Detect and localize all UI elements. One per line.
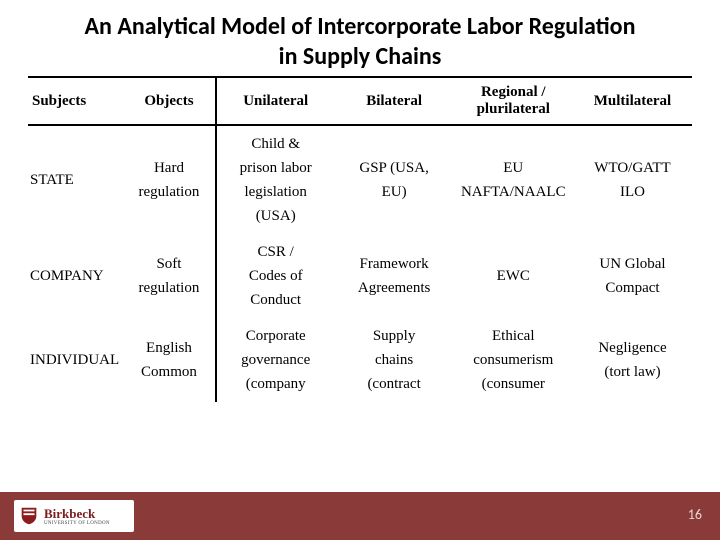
cell-objects: Softregulation bbox=[123, 234, 216, 318]
cell-multilateral: Negligence(tort law) bbox=[573, 318, 692, 402]
hdr-objects: Objects bbox=[123, 77, 216, 125]
cell-bilateral: GSP (USA,EU) bbox=[335, 125, 454, 234]
footer-bar: Birkbeck UNIVERSITY OF LONDON 16 bbox=[0, 492, 720, 540]
cell-objects: Hardregulation bbox=[123, 125, 216, 234]
hdr-bilateral: Bilateral bbox=[335, 77, 454, 125]
cell-objects: EnglishCommon bbox=[123, 318, 216, 402]
cell-regional: EWC bbox=[454, 234, 573, 318]
page-number: 16 bbox=[688, 506, 702, 523]
cell-unilateral: Corporategovernance(company bbox=[216, 318, 335, 402]
hdr-regional-bottom: plurilateral bbox=[458, 101, 569, 118]
hdr-multilateral: Multilateral bbox=[573, 77, 692, 125]
labor-regulation-table: Subjects Objects Unilateral Bilateral Re… bbox=[28, 76, 692, 402]
table-row: STATE Hardregulation Child &prison labor… bbox=[28, 125, 692, 234]
hdr-unilateral: Unilateral bbox=[216, 77, 335, 125]
cell-regional: Ethicalconsumerism(consumer bbox=[454, 318, 573, 402]
title-line2: in Supply Chains bbox=[279, 42, 442, 71]
title-line1: An Analytical Model of Intercorporate La… bbox=[85, 12, 636, 41]
table-row: COMPANY Softregulation CSR /Codes ofCond… bbox=[28, 234, 692, 318]
cell-subjects: COMPANY bbox=[28, 234, 123, 318]
cell-unilateral: Child &prison laborlegislation(USA) bbox=[216, 125, 335, 234]
cell-multilateral: UN GlobalCompact bbox=[573, 234, 692, 318]
hdr-subjects: Subjects bbox=[28, 77, 123, 125]
cell-bilateral: FrameworkAgreements bbox=[335, 234, 454, 318]
table-body: STATE Hardregulation Child &prison labor… bbox=[28, 125, 692, 402]
slide: An Analytical Model of Intercorporate La… bbox=[0, 0, 720, 540]
cell-regional: EUNAFTA/NAALC bbox=[454, 125, 573, 234]
cell-multilateral: WTO/GATTILO bbox=[573, 125, 692, 234]
cell-bilateral: Supplychains(contract bbox=[335, 318, 454, 402]
table-header: Subjects Objects Unilateral Bilateral Re… bbox=[28, 77, 692, 125]
cell-unilateral: CSR /Codes ofConduct bbox=[216, 234, 335, 318]
slide-title: An Analytical Model of Intercorporate La… bbox=[0, 0, 720, 76]
birkbeck-logo: Birkbeck UNIVERSITY OF LONDON bbox=[14, 500, 134, 532]
crest-icon bbox=[18, 505, 40, 527]
table-wrap: Subjects Objects Unilateral Bilateral Re… bbox=[0, 76, 720, 402]
cell-subjects: INDIVIDUAL bbox=[28, 318, 123, 402]
table-row: INDIVIDUAL EnglishCommon Corporategovern… bbox=[28, 318, 692, 402]
logo-text: Birkbeck UNIVERSITY OF LONDON bbox=[44, 507, 110, 526]
cell-subjects: STATE bbox=[28, 125, 123, 234]
hdr-regional-top: Regional / bbox=[458, 84, 569, 101]
logo-subline: UNIVERSITY OF LONDON bbox=[44, 521, 110, 526]
hdr-regional: Regional / plurilateral bbox=[454, 77, 573, 125]
logo-brand: Birkbeck bbox=[44, 507, 110, 520]
